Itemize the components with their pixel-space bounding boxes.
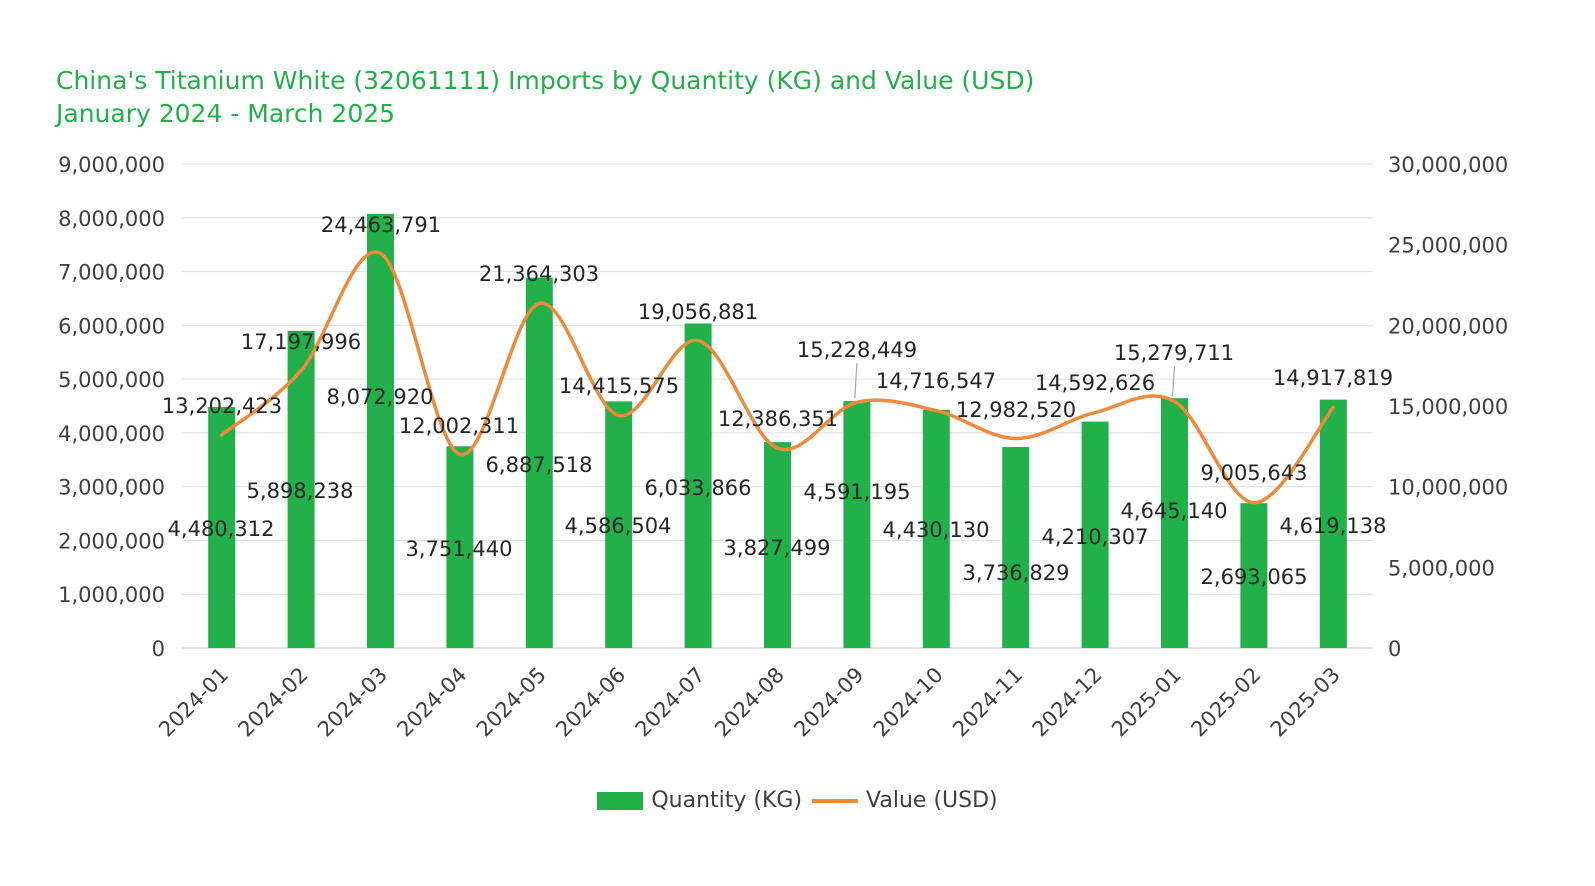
left-tick-label: 8,000,000 [58, 207, 165, 231]
right-tick-label: 30,000,000 [1388, 153, 1508, 177]
quantity-bar [525, 277, 553, 648]
value-data-label: 24,463,791 [321, 213, 441, 237]
legend-swatch-value [812, 798, 859, 803]
value-data-label: 14,415,575 [559, 374, 679, 398]
leader-lines [854, 362, 1176, 399]
quantity-bar [1319, 399, 1347, 648]
x-tick-label: 2024-11 [948, 663, 1027, 742]
x-tick-label: 2025-03 [1266, 663, 1345, 742]
value-data-label: 15,279,711 [1114, 341, 1234, 365]
quantity-data-label: 4,430,130 [883, 518, 990, 542]
quantity-data-label: 8,072,920 [327, 385, 434, 409]
left-tick-label: 3,000,000 [58, 476, 165, 500]
legend-item-value: Value (USD) [812, 788, 998, 813]
quantity-bars [208, 213, 1347, 648]
quantity-data-label: 3,736,829 [963, 561, 1070, 585]
quantity-data-label: 4,480,312 [168, 517, 275, 541]
x-tick-label: 2024-12 [1028, 663, 1107, 742]
x-tick-label: 2024-03 [313, 663, 392, 742]
quantity-bar [1161, 398, 1188, 648]
right-tick-label: 25,000,000 [1388, 234, 1508, 258]
x-tick-label: 2024-06 [551, 663, 630, 742]
right-tick-label: 15,000,000 [1388, 395, 1508, 419]
quantity-data-label: 5,898,238 [247, 479, 354, 503]
quantity-bar [1081, 421, 1109, 648]
legend-item-quantity: Quantity (KG) [597, 788, 802, 813]
value-data-labels: 13,202,423 17,197,996 24,463,791 12,002,311… [162, 213, 1393, 485]
quantity-data-label: 6,033,866 [645, 476, 752, 500]
quantity-bar [764, 442, 791, 648]
quantity-data-label: 4,210,307 [1042, 525, 1149, 549]
leader-line [854, 362, 858, 399]
quantity-bar [1240, 503, 1268, 648]
quantity-bar [208, 407, 236, 648]
value-data-label: 14,917,819 [1273, 366, 1393, 390]
value-data-label: 14,716,547 [876, 369, 996, 393]
left-tick-label: 1,000,000 [58, 583, 165, 607]
left-tick-label: 0 [152, 637, 165, 661]
x-tick-label: 2025-02 [1186, 663, 1265, 742]
quantity-bar [843, 401, 871, 648]
quantity-data-label: 4,586,504 [565, 514, 672, 538]
quantity-bar [684, 323, 712, 648]
quantity-data-label: 4,645,140 [1121, 499, 1228, 523]
quantity-bar [1002, 447, 1030, 648]
legend-swatch-quantity [597, 791, 644, 810]
quantity-data-labels: 4,480,312 5,898,238 8,072,920 3,751,440 6,88… [168, 385, 1387, 589]
x-tick-label: 2024-04 [392, 663, 471, 742]
legend-label-value: Value (USD) [866, 788, 998, 813]
x-tick-label: 2024-09 [789, 663, 868, 742]
left-tick-label: 2,000,000 [58, 529, 165, 553]
quantity-data-label: 6,887,518 [486, 453, 593, 477]
quantity-data-label: 4,591,195 [804, 480, 911, 504]
x-tick-label: 2024-10 [869, 663, 948, 742]
value-data-label: 13,202,423 [162, 394, 282, 418]
value-data-label: 14,592,626 [1035, 371, 1155, 395]
x-tick-label: 2025-01 [1107, 663, 1186, 742]
quantity-data-label: 3,751,440 [406, 537, 513, 561]
right-axis-ticks: 0 5,000,000 10,000,000 15,000,000 20,000,000… [1388, 153, 1508, 661]
value-data-label: 17,197,996 [241, 330, 361, 354]
x-tick-label: 2024-02 [234, 663, 313, 742]
right-tick-label: 5,000,000 [1388, 556, 1495, 580]
left-tick-label: 5,000,000 [58, 368, 165, 392]
left-tick-label: 9,000,000 [58, 153, 165, 177]
value-data-label: 15,228,449 [797, 338, 917, 362]
legend: Quantity (KG) Value (USD) [0, 788, 1595, 813]
quantity-bar [367, 213, 394, 648]
quantity-bar [446, 446, 474, 648]
value-line [219, 250, 1336, 505]
right-tick-label: 20,000,000 [1388, 314, 1508, 338]
left-axis-ticks: 0 1,000,000 2,000,000 3,000,000 4,000,000 5,0… [58, 153, 165, 661]
left-tick-label: 7,000,000 [58, 261, 165, 285]
x-axis-ticks: 2024-01 2024-02 2024-03 2024-04 2024-05 2024-… [154, 663, 1345, 742]
right-tick-label: 0 [1388, 637, 1401, 661]
quantity-bar [922, 409, 950, 648]
value-data-label: 12,982,520 [956, 398, 1076, 422]
quantity-bar [287, 330, 315, 648]
x-tick-label: 2024-05 [472, 663, 551, 742]
value-data-label: 9,005,643 [1201, 461, 1308, 485]
legend-label-quantity: Quantity (KG) [651, 788, 803, 813]
chart-title: China's Titanium White (32061111) Import… [56, 66, 1035, 95]
quantity-data-label: 2,693,065 [1201, 565, 1308, 589]
quantity-bar [605, 401, 633, 648]
left-tick-label: 4,000,000 [58, 422, 165, 446]
value-data-label: 12,002,311 [399, 414, 519, 438]
value-data-label: 21,364,303 [479, 262, 599, 286]
x-tick-label: 2024-08 [710, 663, 789, 742]
leader-line [1171, 365, 1176, 397]
x-tick-label: 2024-01 [154, 663, 233, 742]
value-data-label: 19,056,881 [638, 300, 758, 324]
quantity-data-label: 4,619,138 [1280, 514, 1387, 538]
left-tick-label: 6,000,000 [58, 314, 165, 338]
chart-subtitle: January 2024 - March 2025 [56, 99, 396, 128]
chart-title-block: China's Titanium White (32061111) Import… [56, 64, 1034, 130]
value-data-label: 12,386,351 [718, 407, 838, 431]
x-tick-label: 2024-07 [631, 663, 710, 742]
quantity-data-label: 3,827,499 [724, 536, 831, 560]
right-tick-label: 10,000,000 [1388, 476, 1508, 500]
